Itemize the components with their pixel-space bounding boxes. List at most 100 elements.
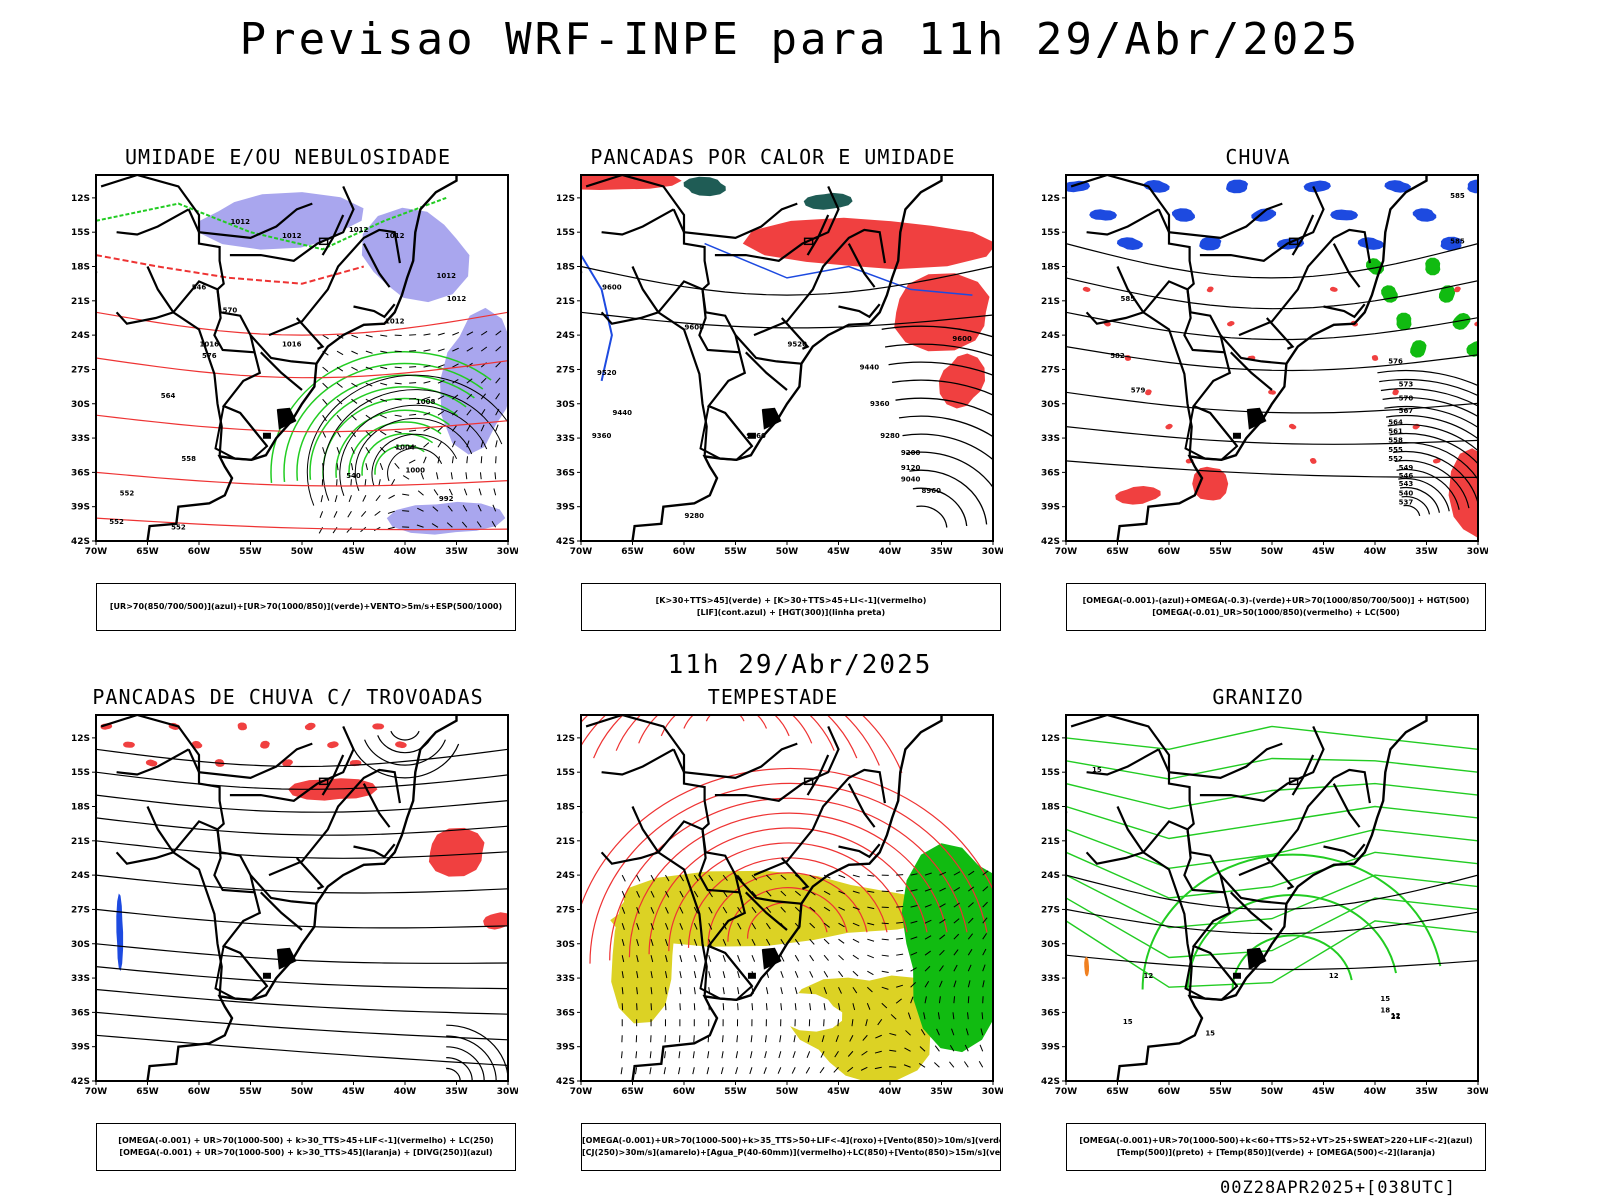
lon-tick-label: 65W <box>1106 1087 1129 1097</box>
wind-vector <box>664 955 668 963</box>
wind-vector <box>664 987 667 995</box>
state-border <box>321 214 345 256</box>
wind-vector <box>910 996 914 1004</box>
wind-vector <box>838 890 846 895</box>
lon-tick-label: 55W <box>239 547 262 557</box>
red-area <box>428 827 485 877</box>
wind-vector <box>896 890 904 892</box>
height-contour <box>891 379 993 396</box>
wind-vector <box>924 872 932 876</box>
state-border <box>1230 351 1273 391</box>
height-contour <box>1066 460 1478 478</box>
state-border <box>1219 874 1287 905</box>
streamline <box>446 1057 473 1081</box>
wind-vector <box>463 488 468 496</box>
lon-tick-label: 60W <box>1158 1087 1181 1097</box>
wind-vector <box>896 874 904 876</box>
atlantic-coastline <box>146 175 458 541</box>
lon-tick-label: 60W <box>188 1087 211 1097</box>
panel-title: GRANIZO <box>1212 685 1304 709</box>
wind-vector <box>447 505 453 512</box>
lat-tick-label: 33S <box>556 974 575 984</box>
contour-label: 9360 <box>746 432 766 440</box>
wind-vector <box>910 920 918 924</box>
moisture-area <box>440 307 508 455</box>
wind-vector <box>967 917 974 924</box>
lon-tick-label: 35W <box>930 547 953 557</box>
wind-vector <box>881 954 889 957</box>
wind-vector <box>953 933 960 940</box>
wind-vector <box>910 967 917 972</box>
wind-vector <box>982 870 989 876</box>
lon-tick-label: 55W <box>1209 1087 1232 1097</box>
lc850-contour <box>707 872 868 945</box>
wind-vector <box>679 874 685 882</box>
legend-line: [OMEGA(-0.01)_UR>50(1000/850)(vermelho) … <box>1152 608 1400 617</box>
wind-vector <box>823 938 830 945</box>
wind-vector <box>402 493 410 496</box>
contour-label: 12 <box>1144 972 1154 980</box>
wind-vector <box>365 398 373 404</box>
wind-vector <box>380 430 387 436</box>
wind-vector <box>677 1067 681 1075</box>
humidity-contour <box>96 196 447 251</box>
panel-pancadas-calor: PANCADAS POR CALOR E UMIDADE 9600 9600 960… <box>543 145 1003 645</box>
wind-vector <box>379 463 384 470</box>
lon-tick-label: 70W <box>570 547 593 557</box>
temp850-contour <box>1066 920 1478 988</box>
state-border <box>1265 857 1295 890</box>
wind-vector <box>751 954 756 962</box>
rain-area <box>1384 180 1411 193</box>
height-contour <box>1066 426 1478 445</box>
streamline <box>96 817 508 836</box>
state-border <box>847 243 876 288</box>
wind-vector <box>380 382 388 386</box>
wind-vector <box>634 1067 638 1075</box>
red-area <box>1268 389 1276 395</box>
wind-vector <box>466 331 474 336</box>
contour-label: 1016 <box>282 341 302 349</box>
wind-vector <box>780 890 787 897</box>
streamline <box>96 794 508 813</box>
state-border <box>780 317 810 350</box>
wind-vector <box>934 1062 940 1068</box>
humidity-contour <box>322 397 459 479</box>
wind-vector <box>835 1035 839 1042</box>
lon-tick-label: 50W <box>776 547 799 557</box>
wind-vector <box>778 1051 782 1059</box>
height-contour <box>905 451 993 489</box>
lon-tick-label: 35W <box>445 547 468 557</box>
green-area <box>803 192 853 210</box>
water-contour <box>683 715 768 729</box>
footer-timestamp: 00Z28APR2025+[038UTC] <box>1220 1178 1456 1198</box>
noise <box>202 205 212 213</box>
wind-vector <box>823 922 830 928</box>
state-border <box>295 857 325 890</box>
panel-title: PANCADAS DE CHUVA C/ TROVOADAS <box>92 685 484 709</box>
wind-vector <box>939 918 946 924</box>
wind-vector <box>347 511 352 518</box>
wind-vector <box>621 906 626 914</box>
uruguay-border <box>699 405 754 461</box>
wind-vector <box>809 1003 812 1011</box>
wind-vector <box>461 521 468 528</box>
main-title: Previsao WRF-INPE para 11h 29/Abr/2025 <box>239 14 1361 65</box>
heavy-rain-area <box>1438 285 1456 303</box>
height-contour <box>884 343 993 357</box>
wind-vector <box>967 902 974 908</box>
wind-vector <box>423 333 431 336</box>
map-plot: 9600 9600 9600 9520 9520 9440 9440 9360 9360 9280… <box>556 174 1003 557</box>
wind-vector <box>838 906 845 911</box>
contour-label: 543 <box>1399 480 1414 488</box>
wind-vector <box>737 987 740 995</box>
wind-vector <box>448 488 453 496</box>
wind-vector <box>679 987 682 995</box>
wind-vector <box>417 490 424 496</box>
state-border <box>1199 725 1325 802</box>
wind-vector <box>477 504 482 512</box>
wind-vector <box>451 456 454 464</box>
state-border <box>1157 202 1283 240</box>
wind-vector <box>838 1003 841 1011</box>
streamline <box>96 771 508 790</box>
